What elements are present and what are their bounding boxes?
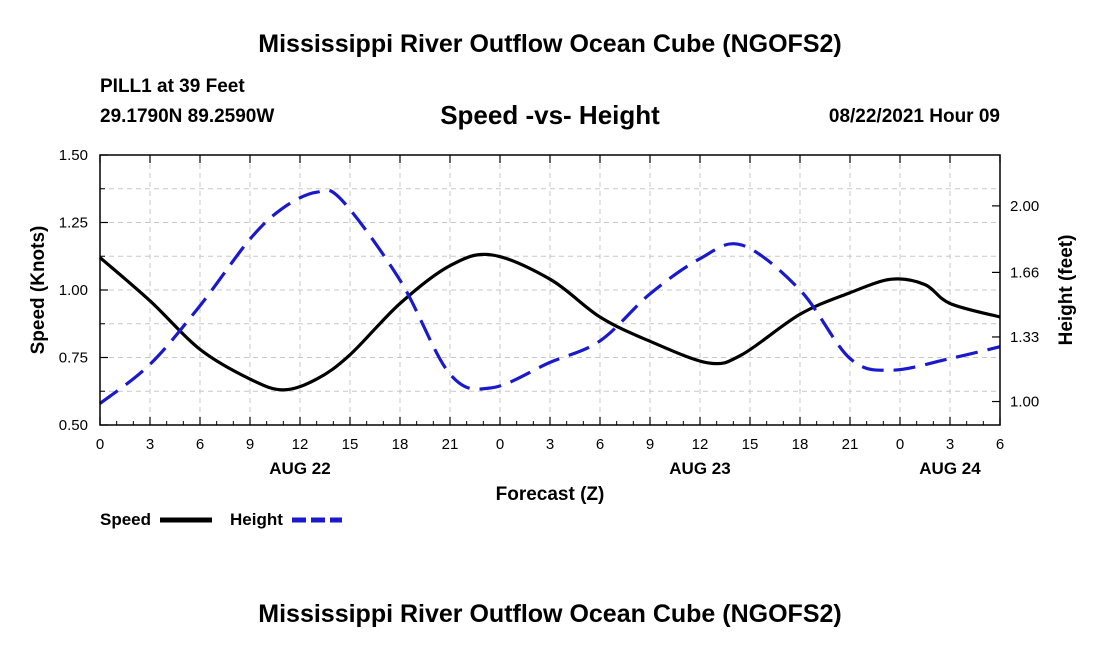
y-tick-label: 1.25 <box>59 215 88 232</box>
y-tick-label: 0.75 <box>59 350 88 367</box>
chart-title: Mississippi River Outflow Ocean Cube (NG… <box>258 30 842 58</box>
x-tick-label: 21 <box>442 436 459 453</box>
x-tick-label: 15 <box>342 436 359 453</box>
y-tick-label: 0.50 <box>59 417 88 434</box>
y2-tick-label: 2.00 <box>1010 198 1039 215</box>
x-tick-label: 18 <box>392 436 409 453</box>
x-tick-label: 12 <box>692 436 709 453</box>
legend-speed-label: Speed <box>100 510 151 529</box>
legend-height-label: Height <box>230 510 283 529</box>
x-tick-label: 21 <box>842 436 859 453</box>
x-tick-label: 3 <box>946 436 954 453</box>
x-tick-label: 9 <box>646 436 654 453</box>
y2-tick-label: 1.00 <box>1010 394 1039 411</box>
x-tick-label: 15 <box>742 436 759 453</box>
y2-axis-label: Height (feet) <box>1056 235 1077 346</box>
footer-title: Mississippi River Outflow Ocean Cube (NG… <box>258 600 842 628</box>
forecast-datetime: 08/22/2021 Hour 09 <box>828 106 1000 127</box>
date-label: AUG 24 <box>919 459 981 478</box>
axes: 0 3 6 9 12 15 18 21 0 3 6 9 12 15 18 21 0 3 6 AUG 22 AUG 23 A… <box>59 147 1039 478</box>
y-tick-label: 1.00 <box>59 282 88 299</box>
series-layer <box>98 188 1001 405</box>
x-tick-label: 6 <box>596 436 604 453</box>
x-tick-label: 6 <box>196 436 204 453</box>
date-label: AUG 22 <box>269 459 330 478</box>
x-axis-label: Forecast (Z) <box>496 484 605 505</box>
x-tick-label: 12 <box>292 436 309 453</box>
y-axis-label: Speed (Knots) <box>28 226 49 355</box>
series-line-height <box>99 188 1001 405</box>
x-tick-label: 3 <box>146 436 154 453</box>
x-tick-label: 0 <box>896 436 904 453</box>
series-line-speed <box>98 252 1001 392</box>
y2-tick-label: 1.66 <box>1010 264 1039 281</box>
grid <box>100 155 1000 425</box>
x-tick-label: 6 <box>996 436 1004 453</box>
x-tick-label: 18 <box>792 436 809 453</box>
chart-subtitle: Speed -vs- Height <box>440 100 660 130</box>
legend: Speed Height <box>100 510 342 529</box>
x-tick-label: 3 <box>546 436 554 453</box>
station-label: PILL1 at 39 Feet <box>100 76 245 97</box>
date-label: AUG 23 <box>669 459 730 478</box>
x-tick-label: 0 <box>96 436 104 453</box>
y-tick-label: 1.50 <box>59 147 88 164</box>
x-tick-label: 9 <box>246 436 254 453</box>
station-coordinates: 29.1790N 89.2590W <box>100 106 275 127</box>
y2-tick-label: 1.33 <box>1010 329 1039 346</box>
x-tick-label: 0 <box>496 436 504 453</box>
